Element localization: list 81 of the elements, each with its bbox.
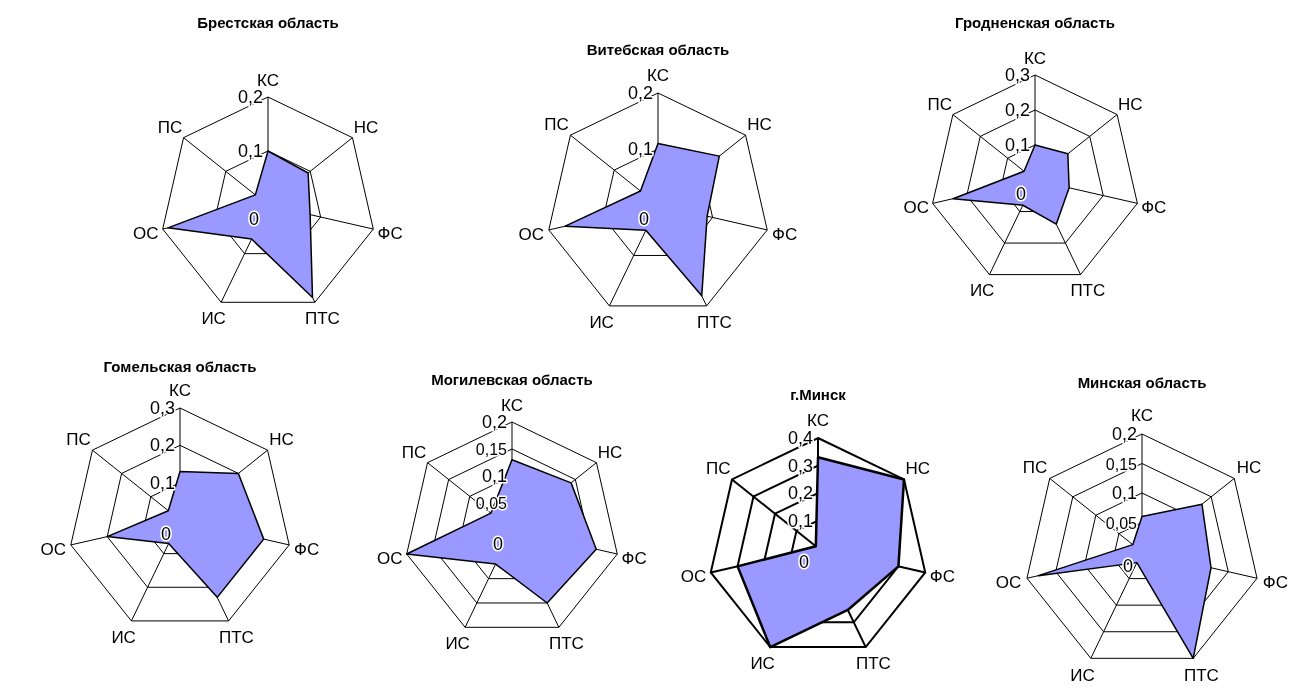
spoke-label: ПС <box>544 115 569 134</box>
spoke-label: ОС <box>133 223 159 243</box>
spoke-label: ОС <box>680 567 707 587</box>
y-tick-label: 0,15 <box>475 441 508 458</box>
y-tick-label: 0,2 <box>1004 100 1030 120</box>
spoke-label: КС <box>257 70 279 90</box>
chart-title: Могилевская область <box>431 371 593 388</box>
spoke-label: ПТС <box>304 308 340 328</box>
y-tick-label: 0,05 <box>1105 514 1138 532</box>
y-tick-label: 0,1 <box>787 510 813 531</box>
spoke-label: ПТС <box>1183 666 1219 686</box>
spoke-label: ОС <box>903 198 929 218</box>
spoke-label: ИС <box>1070 666 1095 686</box>
y-tick-label: 0,2 <box>787 483 813 503</box>
y-tick-label: 0 <box>160 524 171 544</box>
y-tick-label: 0,2 <box>1111 424 1137 444</box>
spoke-label: КС <box>501 395 523 415</box>
y-tick-label: 0 <box>798 552 809 572</box>
spoke-label: ПТС <box>548 633 584 653</box>
spoke-label: ПТС <box>855 653 891 673</box>
spoke-label: ПС <box>705 459 731 479</box>
spoke-label: ПТС <box>696 313 732 333</box>
chart-title: Минская область <box>1077 374 1207 391</box>
y-tick-label: 0,15 <box>1105 455 1138 473</box>
y-tick-label: 0,1 <box>627 139 653 159</box>
spoke-label: НС <box>353 117 379 137</box>
spoke-label: ПТС <box>1070 280 1106 300</box>
spoke-label: ФС <box>621 548 647 568</box>
spoke-label: ФС <box>1262 573 1289 593</box>
chart-title: г.Минск <box>790 386 847 403</box>
spoke-label: ОС <box>518 224 545 244</box>
spoke-label: ПС <box>401 442 427 462</box>
y-tick-label: 0,3 <box>149 398 175 418</box>
spoke-label: НС <box>1236 457 1262 477</box>
spoke-label: ИС <box>111 628 136 648</box>
spoke-label: КС <box>807 411 829 431</box>
spoke-label: НС <box>747 115 772 134</box>
spoke-label: ПТС <box>218 628 254 648</box>
spoke-label: ФС <box>377 223 403 243</box>
spoke-label: ФС <box>1141 198 1167 218</box>
y-tick-label: 0,1 <box>237 141 263 161</box>
spoke-label: ПС <box>927 95 953 115</box>
spoke-label: НС <box>597 442 623 462</box>
y-tick-label: 0,2 <box>627 83 653 103</box>
y-tick-label: 0 <box>1015 184 1026 204</box>
spoke-label: ИС <box>589 313 614 333</box>
spoke-label: ФС <box>929 567 955 587</box>
spoke-label: ОС <box>995 573 1022 593</box>
y-tick-label: 0,1 <box>481 466 507 486</box>
spoke-label: ИС <box>445 633 470 653</box>
spoke-label: КС <box>1131 406 1153 426</box>
spoke-label: ИС <box>201 308 226 328</box>
spoke-label: ПС <box>157 117 183 137</box>
chart-title: Гродненская область <box>955 14 1115 31</box>
y-tick-label: 0,2 <box>149 435 175 456</box>
spoke-label: ИС <box>750 653 775 673</box>
y-tick-label: 0 <box>248 209 259 229</box>
spoke-label: ПС <box>1022 457 1048 477</box>
y-tick-label: 0,2 <box>481 412 507 432</box>
spoke-label: КС <box>169 381 191 401</box>
y-tick-label: 0,4 <box>787 428 813 448</box>
spoke-label: ИС <box>969 280 995 300</box>
y-tick-label: 0 <box>492 534 503 554</box>
spoke-label: КС <box>647 66 669 86</box>
y-tick-label: 0,3 <box>787 455 813 476</box>
chart-title: Витебская область <box>586 41 730 58</box>
spoke-label: ОС <box>40 539 67 559</box>
spoke-label: ОС <box>377 548 403 568</box>
y-tick-label: 0 <box>638 209 649 229</box>
y-tick-label: 0,2 <box>237 87 263 107</box>
spoke-label: ПС <box>66 430 91 449</box>
chart-title: Гомельская область <box>103 358 257 375</box>
y-tick-label: 0,1 <box>1004 135 1030 155</box>
chart-title: Брестская область <box>197 14 339 31</box>
spoke-label: ФС <box>294 539 320 559</box>
y-tick-label: 0,1 <box>1111 483 1137 503</box>
spoke-label: НС <box>269 430 294 449</box>
y-tick-label: 0,1 <box>149 472 175 493</box>
spoke-label: НС <box>1117 95 1143 115</box>
spoke-label: ФС <box>772 224 798 244</box>
spoke-label: НС <box>905 459 931 479</box>
